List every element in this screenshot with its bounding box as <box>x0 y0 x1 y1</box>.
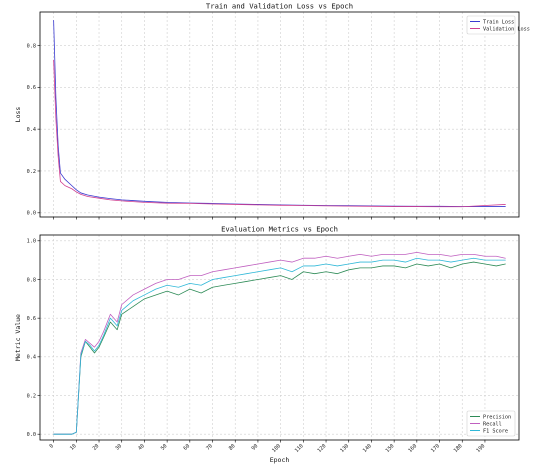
x-tick-label: 90 <box>251 443 260 452</box>
metrics-y-axis-label: Metric Value <box>14 314 22 361</box>
x-tick-label: 160 <box>407 443 418 454</box>
series-line-recall <box>53 252 506 435</box>
x-tick-label: 80 <box>228 443 237 452</box>
y-tick-label: 1.0 <box>27 239 36 245</box>
legend-label-f1-score: F1 Score <box>483 428 508 434</box>
loss-series-group <box>53 19 506 208</box>
x-tick-label: 190 <box>475 443 486 454</box>
metrics-chart-title: Evaluation Metrics vs Epoch <box>221 225 338 234</box>
legend-label-validation-loss: Validation Loss <box>483 26 530 32</box>
y-tick-label: 0.6 <box>27 85 36 91</box>
x-tick-label: 170 <box>430 443 441 454</box>
y-tick-label: 0.8 <box>27 43 36 49</box>
x-tick-label: 30 <box>114 443 123 452</box>
y-tick-label: 0.8 <box>27 277 36 283</box>
legend-label-precision: Precision <box>483 414 511 420</box>
metrics-x-axis-label: Epoch <box>270 456 290 464</box>
legend-label-recall: Recall <box>483 421 502 427</box>
x-tick-label: 100 <box>271 443 282 454</box>
loss-y-axis-label: Loss <box>14 107 22 123</box>
metrics-chart: 0 10 20 30 40 50 60 70 80 90 100 110 120 130 140 150 160… <box>14 225 520 464</box>
legend-box <box>466 410 516 437</box>
x-tick-label: 50 <box>160 443 169 452</box>
series-line-f1-score <box>53 257 506 435</box>
y-tick-label: 0.4 <box>27 127 36 133</box>
y-tick-label: 0.2 <box>27 393 36 399</box>
y-tick-label: 0.6 <box>27 316 36 322</box>
metrics-ticks: 0 10 20 30 40 50 60 70 80 90 100 110 120 130 140 150 160… <box>27 239 487 454</box>
loss-chart-title: Train and Validation Loss vs Epoch <box>206 2 353 11</box>
legend-label-train-loss: Train Loss <box>483 19 514 25</box>
x-tick-label: 130 <box>339 443 350 454</box>
loss-plot-frame <box>39 11 520 218</box>
y-tick-label: 0.0 <box>27 432 36 438</box>
x-tick-label: 70 <box>205 443 214 452</box>
legend-box <box>466 15 516 35</box>
loss-chart: 0.0 0.2 0.4 0.6 0.8 Train and Validation Los… <box>14 2 530 220</box>
series-line-precision <box>53 261 506 435</box>
metrics-series-group <box>53 252 506 435</box>
x-tick-label: 140 <box>362 443 373 454</box>
x-tick-label: 180 <box>453 443 464 454</box>
y-tick-label: 0.4 <box>27 355 36 361</box>
x-tick-label: 0 <box>49 443 55 449</box>
x-tick-label: 150 <box>385 443 396 454</box>
x-tick-label: 120 <box>317 443 328 454</box>
y-tick-label: 0.2 <box>27 169 36 175</box>
loss-ticks: 0.0 0.2 0.4 0.6 0.8 <box>27 43 486 220</box>
x-tick-label: 110 <box>294 443 305 454</box>
series-line-validation-loss <box>53 59 506 208</box>
x-tick-label: 20 <box>92 443 101 452</box>
metrics-plot-frame <box>39 234 520 441</box>
y-tick-label: 0.0 <box>27 211 36 217</box>
x-tick-label: 10 <box>69 443 78 452</box>
x-tick-label: 40 <box>137 443 146 452</box>
x-tick-label: 60 <box>183 443 192 452</box>
